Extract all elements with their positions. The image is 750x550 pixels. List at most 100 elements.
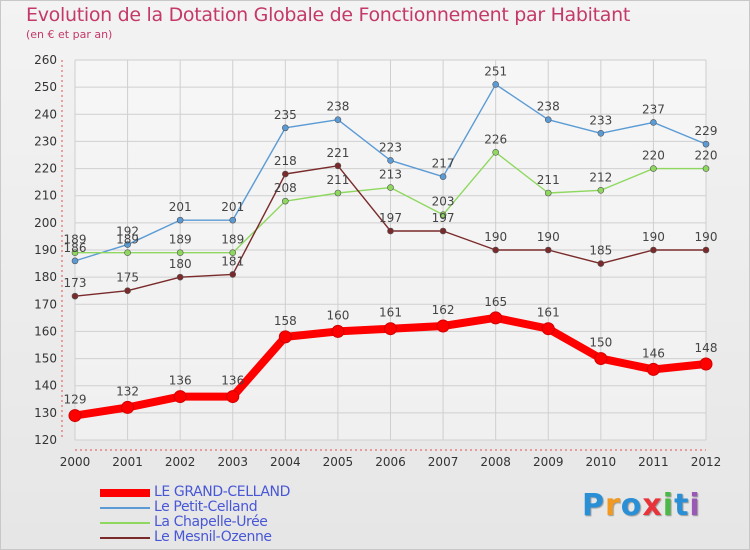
legend-swatch — [100, 489, 150, 497]
data-label: 203 — [432, 195, 455, 209]
data-point — [176, 273, 184, 281]
data-label: 229 — [695, 124, 718, 138]
data-label: 208 — [274, 181, 297, 195]
data-label: 181 — [221, 254, 244, 268]
data-label: 160 — [326, 308, 349, 322]
data-point — [702, 165, 710, 172]
data-label: 220 — [695, 149, 718, 163]
data-point — [282, 124, 289, 132]
y-tick-label: 210 — [34, 189, 57, 203]
data-label: 161 — [537, 306, 560, 320]
data-point — [68, 409, 82, 423]
data-point — [702, 140, 710, 148]
y-tick-label: 260 — [34, 53, 57, 67]
x-tick-label: 2011 — [638, 455, 669, 469]
data-label: 132 — [116, 384, 139, 398]
data-point — [121, 400, 135, 414]
proxiti-logo: Proxiti — [582, 488, 701, 523]
data-point — [176, 216, 184, 224]
data-label: 201 — [169, 200, 192, 214]
legend-label: Le Petit-Celland — [154, 499, 258, 515]
x-tick-label: 2010 — [586, 455, 617, 469]
data-point — [282, 170, 289, 178]
x-tick-label: 2002 — [165, 455, 196, 469]
data-label: 197 — [432, 211, 455, 225]
data-point — [334, 189, 342, 197]
data-point — [650, 246, 657, 254]
x-tick-label: 2006 — [375, 455, 406, 469]
data-point — [541, 322, 555, 336]
data-point — [439, 227, 447, 235]
data-label: 190 — [642, 230, 665, 244]
data-point — [439, 211, 447, 219]
data-point — [387, 227, 394, 235]
data-point — [124, 241, 131, 248]
data-label: 238 — [537, 100, 560, 114]
data-point — [597, 186, 605, 194]
data-label: 192 — [116, 225, 139, 239]
data-label: 197 — [379, 211, 402, 225]
data-label: 175 — [116, 271, 139, 285]
data-point — [71, 249, 79, 257]
y-tick-label: 160 — [34, 324, 57, 338]
data-label: 223 — [379, 140, 402, 154]
data-point — [124, 287, 131, 295]
y-tick-label: 190 — [34, 243, 57, 257]
data-label: 136 — [169, 374, 192, 388]
data-label: 146 — [642, 346, 665, 360]
legend-label: LE GRAND-CELLAND — [154, 484, 290, 500]
x-tick-label: 2007 — [428, 455, 459, 469]
data-point — [597, 129, 605, 137]
data-point — [646, 362, 660, 376]
data-label: 221 — [326, 146, 349, 160]
data-label: 162 — [432, 303, 455, 317]
y-tick-label: 180 — [34, 270, 57, 284]
legend-swatch — [100, 537, 150, 539]
data-point — [71, 257, 79, 265]
y-tick-label: 200 — [34, 216, 57, 230]
data-label: 189 — [169, 233, 192, 247]
data-label: 226 — [484, 132, 507, 146]
x-tick-label: 2009 — [533, 455, 564, 469]
data-label: 220 — [642, 149, 665, 163]
data-point — [650, 165, 657, 172]
data-point — [229, 271, 237, 278]
y-tick-label: 170 — [34, 297, 57, 311]
y-tick-label: 240 — [34, 107, 57, 121]
data-label: 238 — [326, 100, 349, 114]
data-label: 213 — [379, 168, 402, 182]
data-point — [384, 322, 397, 336]
data-label: 233 — [589, 113, 612, 127]
data-point — [124, 249, 131, 257]
data-label: 201 — [221, 200, 244, 214]
data-point — [489, 311, 503, 325]
data-label: 189 — [116, 233, 139, 247]
data-label: 251 — [484, 64, 507, 78]
data-label: 218 — [274, 154, 297, 168]
x-tick-label: 2005 — [323, 455, 354, 469]
legend-swatch — [100, 522, 150, 524]
data-point — [436, 319, 450, 333]
y-tick-label: 220 — [34, 162, 57, 176]
grid — [74, 59, 707, 441]
data-label: 190 — [537, 230, 560, 244]
data-label: 150 — [589, 336, 612, 350]
data-point — [71, 292, 79, 300]
legend-swatch — [100, 507, 150, 509]
y-tick-label: 120 — [34, 433, 57, 447]
y-tick-label: 230 — [34, 134, 57, 148]
data-label: 161 — [379, 306, 402, 320]
data-label: 148 — [695, 341, 718, 355]
x-tick-label: 2012 — [691, 455, 722, 469]
data-point — [229, 216, 237, 224]
x-tick-label: 2004 — [270, 455, 301, 469]
data-label: 235 — [274, 108, 297, 122]
data-point — [650, 119, 657, 126]
data-labels: 186 192 201 201 235 238 223 217 251 238 233 237 229 1… — [64, 64, 718, 406]
legend-label: Le Mesnil-Ozenne — [154, 529, 272, 545]
data-point — [334, 116, 342, 124]
data-point — [544, 246, 552, 254]
x-tick-label: 2000 — [60, 455, 91, 469]
